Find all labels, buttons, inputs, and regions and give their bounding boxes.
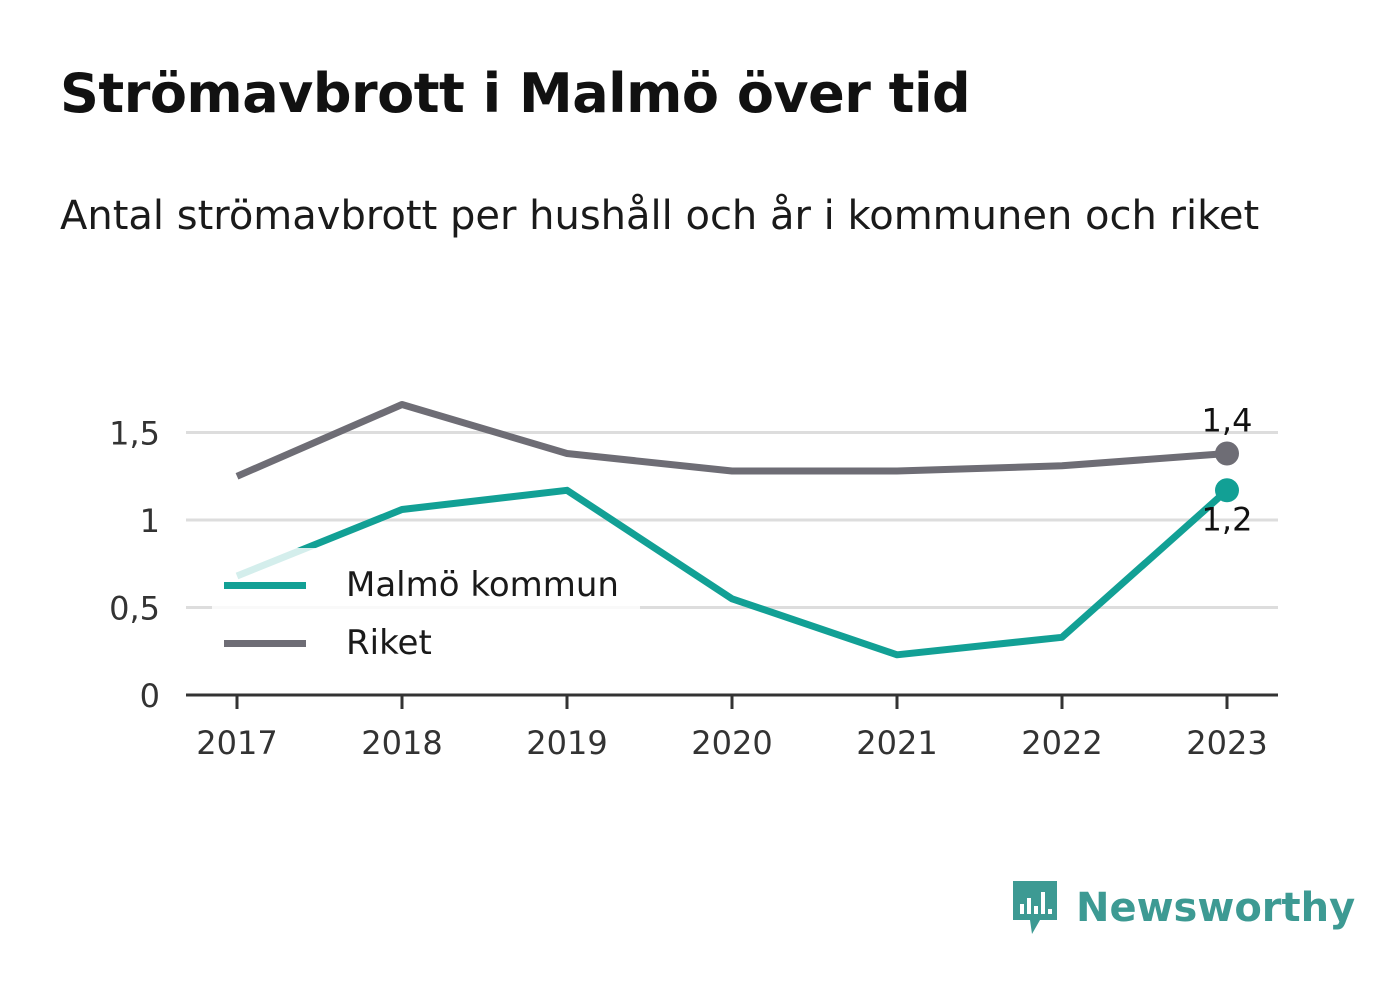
data-label-malmo: 1,2 bbox=[1202, 500, 1253, 538]
legend-label-riket: Riket bbox=[346, 623, 432, 663]
series-lines bbox=[235, 401, 1239, 659]
y-tick-label: 0,5 bbox=[109, 590, 160, 628]
end-point-riket bbox=[1215, 441, 1239, 466]
chart-subtitle: Antal strömavbrott per hushåll och år i … bbox=[60, 193, 1260, 239]
legend: Malmö kommun Riket bbox=[212, 548, 640, 680]
x-axis: 2017 2018 2019 2020 2021 2022 2023 bbox=[186, 693, 1278, 762]
end-point-malmo bbox=[1215, 478, 1239, 503]
x-tick-label: 2018 bbox=[361, 724, 442, 762]
x-tick-label: 2022 bbox=[1021, 724, 1102, 762]
chart-title: Strömavbrott i Malmö över tid bbox=[60, 62, 971, 125]
legend-swatch-riket bbox=[224, 639, 306, 647]
x-tick-label: 2017 bbox=[196, 724, 277, 762]
x-tick-label: 2023 bbox=[1186, 724, 1267, 762]
legend-item-riket: Riket bbox=[212, 614, 640, 672]
series-line-riket bbox=[235, 401, 1228, 480]
x-tick-label: 2019 bbox=[526, 724, 607, 762]
y-tick-label: 1,5 bbox=[109, 415, 160, 453]
series-line-malmo bbox=[235, 486, 1230, 659]
y-tick-label: 0 bbox=[140, 677, 160, 715]
legend-label-malmo: Malmö kommun bbox=[346, 565, 619, 605]
data-label-riket: 1,4 bbox=[1202, 402, 1253, 440]
data-labels: 1,2 1,4 bbox=[1202, 402, 1253, 539]
brand-name: Newsworthy bbox=[1076, 885, 1356, 931]
x-tick-label: 2020 bbox=[691, 724, 772, 762]
legend-swatch-malmo bbox=[224, 581, 306, 589]
legend-item-malmo: Malmö kommun bbox=[212, 556, 640, 614]
newsworthy-logo: Newsworthy bbox=[1010, 878, 1355, 938]
bar-chart-speech-bubble-icon bbox=[1013, 881, 1057, 934]
y-tick-label: 1 bbox=[140, 502, 160, 540]
x-tick-label: 2021 bbox=[856, 724, 937, 762]
